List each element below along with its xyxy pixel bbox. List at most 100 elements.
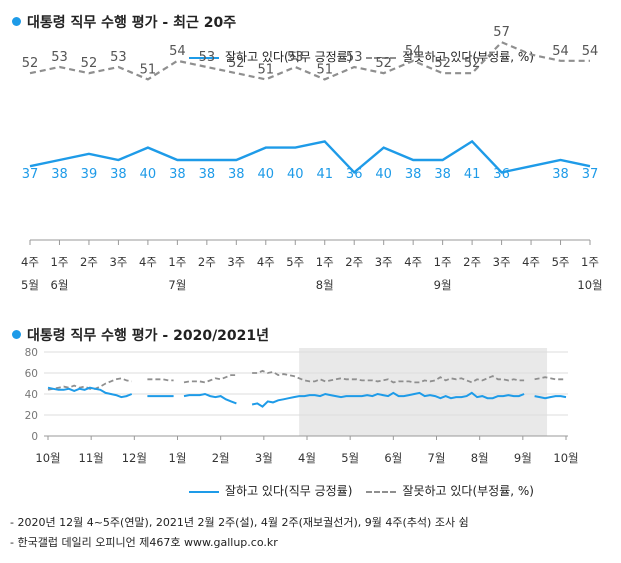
positive-legend-line: [189, 56, 219, 59]
positive-data-label: 38: [110, 167, 127, 182]
positive-rate-line: [47, 386, 567, 408]
month-tick-label: 7월: [168, 278, 186, 292]
negative-data-label: 53: [110, 50, 127, 65]
positive-data-label: 39: [81, 167, 98, 182]
week-tick-label: 4주: [139, 255, 157, 269]
positive-data-label: 40: [258, 167, 275, 182]
positive-data-label: 38: [405, 167, 422, 182]
negative-data-label: 53: [51, 50, 68, 65]
positive-legend-label: 잘하고 있다(직무 긍정률): [225, 50, 353, 64]
negative-data-label: 54: [169, 44, 186, 59]
negative-data-label: 54: [405, 44, 422, 59]
negative-data-label: 57: [493, 25, 510, 40]
month-tick-label: 9월: [514, 451, 532, 465]
negative-data-label: 54: [582, 44, 599, 59]
positive-data-label: 36: [493, 167, 510, 182]
week-tick-label: 4주: [21, 255, 39, 269]
month-tick-label: 3월: [255, 451, 273, 465]
positive-data-label: 38: [434, 167, 451, 182]
shaded-period: [299, 348, 548, 436]
negative-data-label: 51: [316, 62, 333, 77]
y-tick-label: 60: [25, 368, 38, 380]
y-tick-label: 80: [25, 347, 38, 359]
bullet-icon: [12, 17, 21, 26]
week-tick-label: 5주: [552, 255, 570, 269]
footnote-survey-gaps: - 2020년 12월 4~5주(연말), 2021년 2월 2주(설), 4월…: [10, 516, 469, 529]
longterm-chart-title: 대통령 직무 수행 평가 - 2020/2021년: [12, 325, 269, 345]
positive-data-label: 37: [582, 167, 599, 182]
positive-data-label: 38: [169, 167, 186, 182]
positive-rate-line: [29, 139, 591, 175]
week-tick-label: 3주: [493, 255, 511, 269]
week-tick-label: 2주: [345, 255, 363, 269]
negative-rate-line: [29, 40, 590, 81]
positive-data-label: 41: [464, 167, 481, 182]
month-tick-label: 11월: [79, 451, 104, 465]
positive-legend-label: 잘하고 있다(직무 긍정률): [225, 484, 353, 498]
month-tick-label: 10월: [553, 451, 578, 465]
week-tick-label: 3주: [227, 255, 245, 269]
positive-data-label: 38: [199, 167, 216, 182]
negative-legend-label: 잘못하고 있다(부정률, %): [402, 484, 534, 498]
negative-data-label: 52: [464, 56, 481, 71]
week-tick-label: 2주: [80, 255, 98, 269]
positive-data-label: 41: [316, 167, 333, 182]
month-tick-label: 9월: [434, 278, 452, 292]
week-tick-label: 1주: [581, 255, 599, 269]
recent-legend: 잘하고 있다(직무 긍정률) 잘못하고 있다(부정률, %): [189, 48, 534, 65]
month-tick-label: 12월: [122, 451, 147, 465]
positive-data-label: 40: [287, 167, 304, 182]
month-tick-label: 5월: [341, 451, 359, 465]
recent-chart-title: 대통령 직무 수행 평가 - 최근 20주: [12, 12, 236, 32]
positive-legend-line: [189, 490, 219, 493]
bullet-icon: [12, 330, 21, 339]
negative-data-label: 52: [228, 56, 245, 71]
month-tick-label: 1월: [169, 451, 187, 465]
week-tick-label: 1주: [51, 255, 69, 269]
week-tick-label: 2주: [198, 255, 216, 269]
month-tick-label: 4월: [298, 451, 316, 465]
negative-data-label: 53: [287, 50, 304, 65]
positive-data-label: 36: [346, 167, 363, 182]
positive-data-label: 38: [51, 167, 68, 182]
longterm-title-text: 대통령 직무 수행 평가 - 2020/2021년: [27, 328, 270, 344]
negative-legend-label: 잘못하고 있다(부정률, %): [402, 50, 534, 64]
month-tick-label: 6월: [384, 451, 402, 465]
footnote-source: - 한국갤럽 데일리 오피니언 제467호 www.gallup.co.kr: [10, 536, 278, 549]
longterm-legend: 잘하고 있다(직무 긍정률) 잘못하고 있다(부정률, %): [189, 482, 534, 499]
negative-data-label: 53: [199, 50, 216, 65]
week-tick-label: 2주: [463, 255, 481, 269]
positive-data-label: 37: [22, 167, 39, 182]
negative-data-label: 51: [258, 62, 275, 77]
week-tick-label: 1주: [434, 255, 452, 269]
y-tick-label: 20: [25, 410, 38, 422]
week-tick-label: 3주: [109, 255, 127, 269]
negative-data-label: 54: [552, 44, 569, 59]
y-tick-label: 40: [25, 389, 38, 401]
month-tick-label: 10월: [35, 451, 60, 465]
negative-rate-line: [47, 369, 566, 391]
month-tick-label: 8월: [471, 451, 489, 465]
week-tick-label: 1주: [168, 255, 186, 269]
recent-20-weeks-chart: 37 38 39 38 40 38 38 38 40 40 41 36 40 38 38 41 36 38 37 52…: [21, 25, 603, 292]
recent-title-text: 대통령 직무 수행 평가 - 최근 20주: [27, 15, 237, 31]
month-tick-label: 7월: [428, 451, 446, 465]
negative-data-label: 52: [434, 56, 451, 71]
month-tick-label: 2월: [212, 451, 230, 465]
negative-data-label: 52: [81, 56, 98, 71]
month-tick-label: 10월: [577, 278, 602, 292]
negative-data-label: 53: [346, 50, 363, 65]
week-tick-label: 4주: [522, 255, 540, 269]
y-tick-label: 0: [31, 431, 38, 443]
longterm-chart: 0 20 40 60 80 10월 11월 12월 1월 2월 3월 4월 5월 6월 7월 8월 9월 10월: [25, 347, 579, 465]
week-tick-label: 3주: [375, 255, 393, 269]
positive-data-label: 40: [375, 167, 392, 182]
week-tick-label: 5주: [286, 255, 304, 269]
week-tick-label: 1주: [316, 255, 334, 269]
negative-data-label: 52: [22, 56, 39, 71]
negative-legend-line: [366, 56, 397, 59]
positive-data-label: 38: [228, 167, 245, 182]
negative-legend-line: [366, 490, 397, 493]
positive-data-label: 40: [140, 167, 157, 182]
negative-data-label: 52: [375, 56, 392, 71]
